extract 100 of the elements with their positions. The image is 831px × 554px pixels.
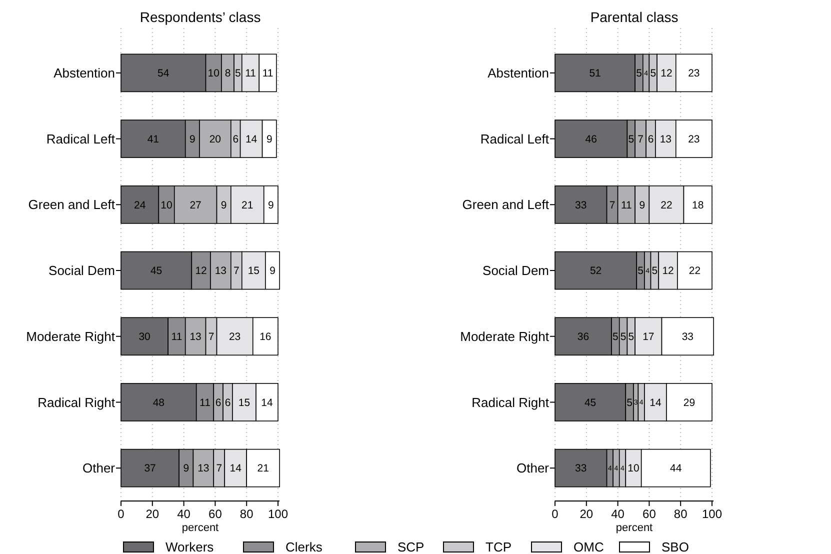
legend-label: SCP <box>398 540 424 554</box>
data-label: 11 <box>620 199 632 212</box>
data-label: 21 <box>257 462 270 475</box>
data-label: 45 <box>584 396 596 409</box>
data-label: 13 <box>214 265 227 278</box>
data-label: 5 <box>638 265 644 278</box>
data-label: 5 <box>636 68 642 80</box>
x-tick-label: 20 <box>580 507 594 521</box>
y-tick-label: Abstention <box>54 65 115 80</box>
data-label: 7 <box>638 133 644 146</box>
data-label: 30 <box>138 331 151 344</box>
data-label: 10 <box>160 199 173 212</box>
data-label: 9 <box>270 265 276 278</box>
data-label: 22 <box>660 199 672 212</box>
data-label: 17 <box>642 331 654 344</box>
data-label: 48 <box>152 396 165 409</box>
y-tick-label: Other <box>82 460 116 476</box>
data-label: 8 <box>224 68 231 80</box>
data-label: 15 <box>238 396 250 409</box>
legend-label: SBO <box>662 540 689 554</box>
chart-title: Parental class <box>590 9 678 25</box>
y-tick-label: Social Dem <box>482 263 549 278</box>
x-tick-label: 0 <box>118 507 125 521</box>
x-tick-label: 80 <box>674 507 688 521</box>
x-tick-label: 40 <box>177 507 191 521</box>
y-tick-label: Moderate Right <box>460 328 550 344</box>
data-label: 5 <box>652 265 658 278</box>
data-label: 23 <box>688 133 700 146</box>
data-label: 6 <box>648 133 654 146</box>
y-tick-label: Abstention <box>488 65 549 80</box>
y-tick-label: Moderate Right <box>26 328 116 344</box>
x-axis-title: percent <box>616 522 653 534</box>
legend-label: Workers <box>166 540 214 554</box>
data-label: 11 <box>171 331 182 344</box>
y-tick-label: Green and Left <box>28 197 116 212</box>
data-label: 41 <box>147 133 160 146</box>
data-label: 6 <box>215 396 222 409</box>
y-tick-label: Radical Right <box>472 394 550 410</box>
data-label: 11 <box>245 68 256 80</box>
data-label: 15 <box>248 265 260 278</box>
data-label: 13 <box>190 331 202 344</box>
data-label: 11 <box>262 68 274 80</box>
x-tick-label: 40 <box>611 507 625 521</box>
legend-label: TCP <box>486 540 512 554</box>
data-label: 37 <box>144 462 156 475</box>
data-label: 5 <box>626 396 633 409</box>
y-tick-label: Radical Left <box>480 131 550 146</box>
data-label: 14 <box>230 462 242 475</box>
data-label: 23 <box>688 68 700 80</box>
data-label: 18 <box>692 199 704 212</box>
data-label: 7 <box>233 265 240 278</box>
data-label: 5 <box>235 68 242 80</box>
data-label: 54 <box>158 68 170 80</box>
data-label: 33 <box>575 462 587 475</box>
data-label: 21 <box>242 199 254 212</box>
legend-label: Clerks <box>286 540 323 554</box>
data-label: 33 <box>682 331 694 344</box>
data-label: 7 <box>216 462 222 475</box>
data-label: 22 <box>688 265 701 278</box>
legend-label: OMC <box>574 540 604 554</box>
data-label: 5 <box>620 331 626 344</box>
data-label: 46 <box>585 133 598 146</box>
data-label: 9 <box>190 133 196 146</box>
data-label: 6 <box>224 396 231 409</box>
data-label: 9 <box>266 133 272 146</box>
data-label: 5 <box>612 331 619 344</box>
data-label: 9 <box>183 462 190 475</box>
y-tick-label: Other <box>516 460 550 476</box>
data-label: 12 <box>662 265 674 278</box>
data-label: 16 <box>260 331 272 344</box>
data-label: 5 <box>650 68 656 80</box>
data-label: 13 <box>198 462 210 475</box>
y-tick-label: Green and Left <box>462 197 550 212</box>
x-tick-label: 80 <box>240 507 254 521</box>
data-label: 9 <box>268 199 274 212</box>
data-label: 5 <box>628 331 634 344</box>
data-label: 24 <box>134 199 146 212</box>
x-tick-label: 0 <box>552 507 559 521</box>
data-label: 20 <box>209 133 222 146</box>
data-label: 29 <box>683 396 696 409</box>
y-tick-label: Radical Left <box>46 131 116 146</box>
x-axis-title: percent <box>182 522 219 534</box>
x-tick-label: 100 <box>702 507 722 521</box>
data-label: 52 <box>590 265 602 278</box>
y-tick-label: Radical Right <box>38 394 116 410</box>
data-label: 14 <box>261 396 274 409</box>
x-tick-label: 60 <box>642 507 656 521</box>
data-label: 12 <box>660 68 672 80</box>
data-label: 9 <box>220 199 227 212</box>
x-tick-label: 20 <box>146 507 160 521</box>
data-label: 7 <box>208 331 214 344</box>
data-label: 7 <box>609 199 616 212</box>
x-tick-label: 100 <box>268 507 288 521</box>
data-label: 14 <box>650 396 662 409</box>
data-label: 10 <box>208 68 220 80</box>
data-label: 33 <box>575 199 587 212</box>
data-label: 23 <box>228 331 241 344</box>
data-label: 5 <box>628 133 634 146</box>
data-label: 9 <box>639 199 646 212</box>
data-label: 27 <box>190 199 202 212</box>
